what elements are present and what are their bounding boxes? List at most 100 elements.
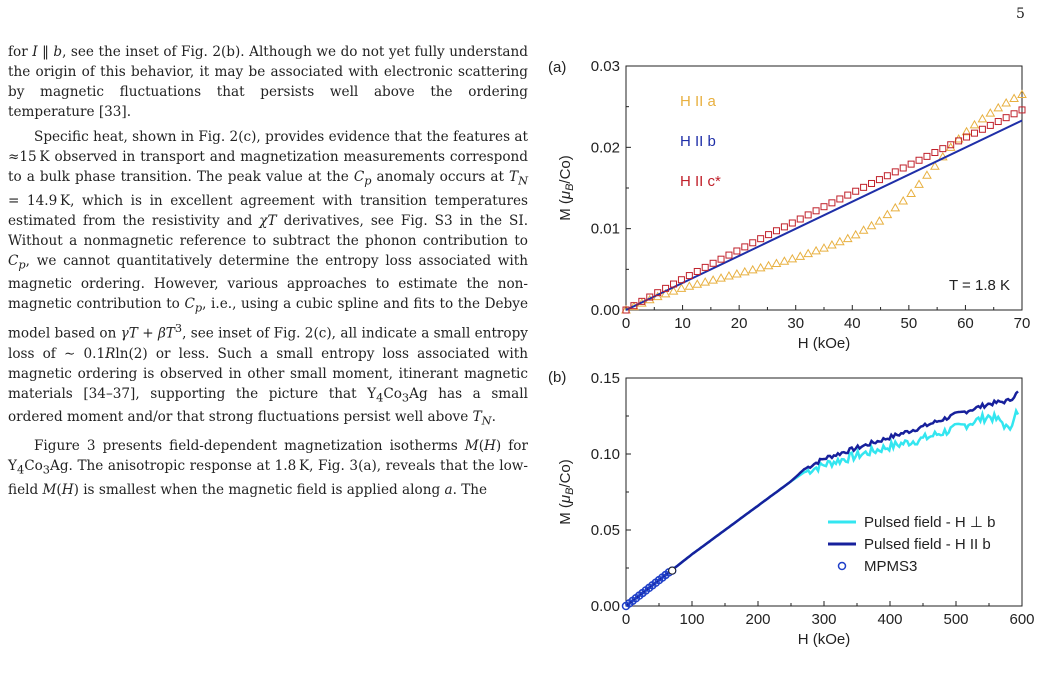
data-point-h-a xyxy=(953,134,964,143)
x-axis-label-b: H (kOe) xyxy=(798,631,851,648)
y-tick-label-a: 0.01 xyxy=(591,221,620,238)
data-point-h-c xyxy=(852,187,860,195)
data-point-h-a xyxy=(779,256,790,265)
x-tick-label-a: 0 xyxy=(622,315,630,332)
data-point-h-c xyxy=(662,284,670,292)
x-axis-label-a: H (kOe) xyxy=(798,335,851,352)
data-point-h-a xyxy=(700,277,711,286)
data-point-h-a xyxy=(1009,93,1019,102)
data-point-h-c xyxy=(709,259,717,267)
data-point-h-c xyxy=(939,145,947,153)
data-point-h-a xyxy=(755,262,766,272)
data-point-h-c xyxy=(828,199,836,207)
data-point-h-a xyxy=(961,126,972,136)
data-point-h-c xyxy=(931,149,939,157)
data-point-h-a xyxy=(827,239,837,249)
data-point-h-c xyxy=(677,276,685,284)
data-point-h-a xyxy=(739,266,750,276)
body-text-column: for I ‖ b, see the inset of Fig. 2(b). A… xyxy=(8,42,528,500)
y-tick-label-b: 0.15 xyxy=(591,370,620,387)
data-point-h-c xyxy=(717,255,725,263)
x-tick-label-a: 40 xyxy=(844,315,861,332)
data-point-h-a xyxy=(937,151,948,161)
data-point-h-c xyxy=(978,125,986,133)
data-point-h-a xyxy=(850,229,861,239)
data-point-h-c xyxy=(963,133,971,141)
series-line-par-b xyxy=(625,390,1019,607)
data-point-h-c xyxy=(701,263,709,271)
data-point-h-c xyxy=(883,172,891,180)
data-point-h-a xyxy=(842,233,853,243)
data-point-h-a xyxy=(684,281,695,290)
x-tick-label-b: 400 xyxy=(877,611,902,628)
x-tick-label-b: 500 xyxy=(943,611,968,628)
series-line-perp-b xyxy=(625,407,1020,607)
data-point-h-c xyxy=(693,267,701,275)
paragraph-3: Figure 3 presents field-dependent magnet… xyxy=(8,438,528,498)
x-tick-label-b: 0 xyxy=(622,611,630,628)
data-point-h-c xyxy=(907,160,915,168)
data-point-h-c xyxy=(1018,106,1026,114)
mpms-data-point xyxy=(668,566,677,575)
page-number: 5 xyxy=(1016,6,1025,22)
data-point-h-c xyxy=(646,293,654,301)
data-point-h-a xyxy=(890,202,901,212)
y-tick-label-a: 0.02 xyxy=(591,139,620,156)
data-point-h-c xyxy=(970,129,978,137)
data-point-h-a xyxy=(708,275,718,284)
y-tick-label-b: 0.10 xyxy=(591,446,620,463)
data-point-h-c xyxy=(955,137,963,145)
data-point-h-c xyxy=(725,251,733,259)
temperature-annotation: T = 1.8 K xyxy=(949,277,1010,294)
data-point-h-c xyxy=(788,219,796,227)
data-point-h-a xyxy=(898,196,909,205)
panel-label-b: (b) xyxy=(548,369,566,386)
data-point-h-c xyxy=(622,306,630,314)
data-point-h-a xyxy=(787,253,798,263)
figure-panel-b: (b) 0 100 200 300 400 500 600 0.00 0.05 0.10 0.15 H … xyxy=(548,369,1035,648)
data-point-h-c xyxy=(757,235,765,243)
panel-label-a: (a) xyxy=(548,59,566,76)
x-tick-label-a: 20 xyxy=(731,315,748,332)
x-tick-label-b: 200 xyxy=(745,611,770,628)
data-point-h-c xyxy=(812,207,820,215)
data-point-h-a xyxy=(795,251,806,260)
data-point-h-a xyxy=(1001,97,1012,107)
data-point-h-c xyxy=(741,243,749,251)
paragraph-1: for I ‖ b, see the inset of Fig. 2(b). A… xyxy=(8,44,528,120)
data-point-h-a xyxy=(763,260,774,270)
data-point-h-a xyxy=(874,216,885,225)
data-point-h-a xyxy=(969,119,980,129)
data-point-h-c xyxy=(923,152,931,160)
data-point-h-c xyxy=(899,164,907,172)
data-point-h-c xyxy=(796,215,804,223)
data-point-h-c xyxy=(891,168,899,176)
y-tick-label-a: 0.03 xyxy=(591,58,620,75)
legend-label-perp: Pulsed field - H ⊥ b xyxy=(864,514,995,531)
data-point-h-a xyxy=(858,225,869,234)
y-tick-label-b: 0.05 xyxy=(591,522,620,539)
legend-h-a: H II a xyxy=(680,93,717,110)
data-point-h-a xyxy=(771,258,782,267)
paragraph-2: Specific heat, shown in Fig. 2(c), provi… xyxy=(8,129,529,429)
data-point-h-c xyxy=(986,121,994,129)
figure-panel-a: (a) 0 10 20 30 40 50 60 70 0.00 0.01 0.02 0.03 H (kOe… xyxy=(548,58,1031,352)
data-point-h-c xyxy=(733,247,741,255)
data-point-h-a xyxy=(660,288,671,298)
data-point-h-c xyxy=(915,156,923,164)
x-tick-label-a: 70 xyxy=(1014,315,1031,332)
data-point-h-a xyxy=(945,142,956,151)
data-point-h-c xyxy=(630,302,638,310)
data-point-h-c xyxy=(749,239,757,247)
data-point-h-c xyxy=(1002,114,1010,122)
data-point-h-a xyxy=(1017,89,1027,98)
data-point-h-a xyxy=(803,248,814,258)
x-tick-label-a: 60 xyxy=(957,315,974,332)
data-point-h-c xyxy=(765,231,773,239)
data-point-h-a xyxy=(993,102,1004,112)
y-tick-label-b: 0.00 xyxy=(591,598,620,615)
data-point-h-a xyxy=(906,188,916,198)
data-point-h-a xyxy=(819,243,829,252)
data-point-h-c xyxy=(638,297,646,305)
data-point-h-c xyxy=(868,179,876,187)
